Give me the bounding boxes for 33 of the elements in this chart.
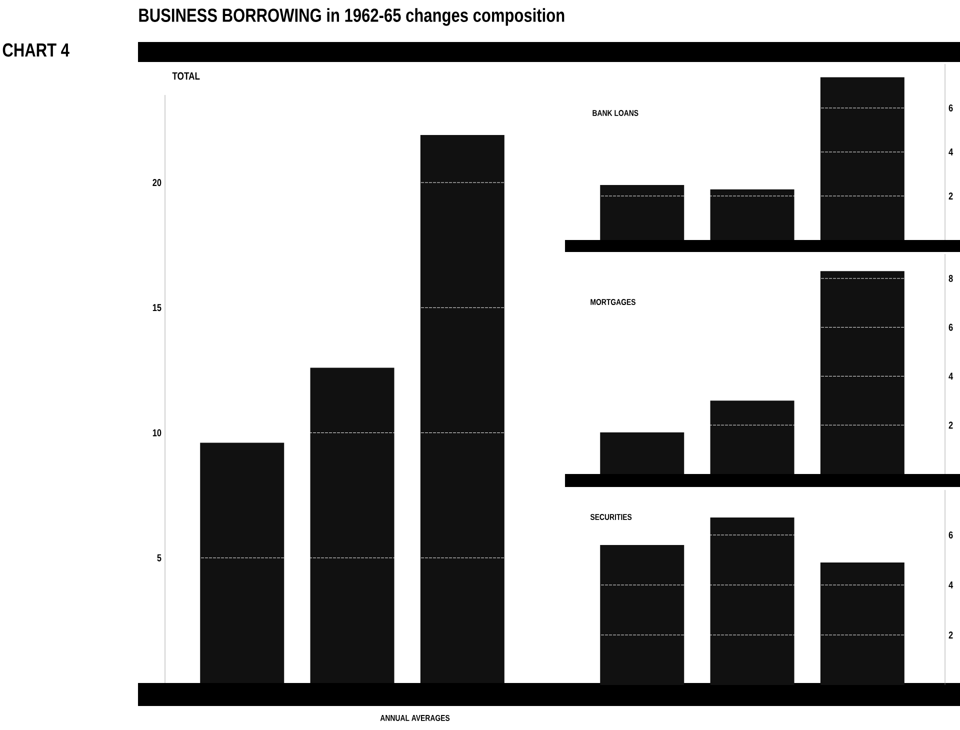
bar	[420, 135, 504, 683]
y-tick-label: 6	[948, 104, 953, 112]
bar	[820, 562, 904, 685]
y-tick-label: 6	[948, 531, 953, 539]
y-tick-label: 10	[152, 429, 162, 436]
bar	[200, 442, 284, 683]
bar	[710, 189, 794, 240]
y-tick-label: 8	[948, 274, 953, 282]
bar	[820, 77, 904, 240]
y-tick-label: 2	[948, 632, 953, 638]
bar	[600, 544, 684, 685]
bar	[310, 368, 394, 683]
caption: CHART 4	[2, 43, 70, 57]
y-tick-label: 20	[152, 179, 162, 186]
text: BUSINESS BORROWING in 1962-65 changes composition	[139, 8, 564, 26]
y-tick-label: 2	[948, 192, 953, 200]
y-tick-label: 4	[948, 148, 954, 156]
chart-title: TOTAL	[172, 72, 200, 80]
bar	[710, 400, 794, 474]
text: MORTGAGES	[590, 299, 636, 305]
bar	[600, 184, 684, 240]
y-tick-label: 4	[948, 372, 954, 380]
y-tick-label: 15	[152, 304, 162, 312]
y-tick-label: 5	[157, 554, 162, 562]
text: ANNUAL AVERAGES	[380, 714, 450, 721]
y-tick-label: 2	[948, 422, 953, 429]
y-tick-label: 4	[948, 582, 954, 588]
bar	[820, 271, 904, 474]
bar	[710, 517, 794, 685]
text: BANK LOANS	[592, 110, 638, 116]
bar	[600, 432, 684, 474]
y-tick-label: 6	[948, 324, 953, 331]
text: SECURITIES	[590, 514, 632, 520]
